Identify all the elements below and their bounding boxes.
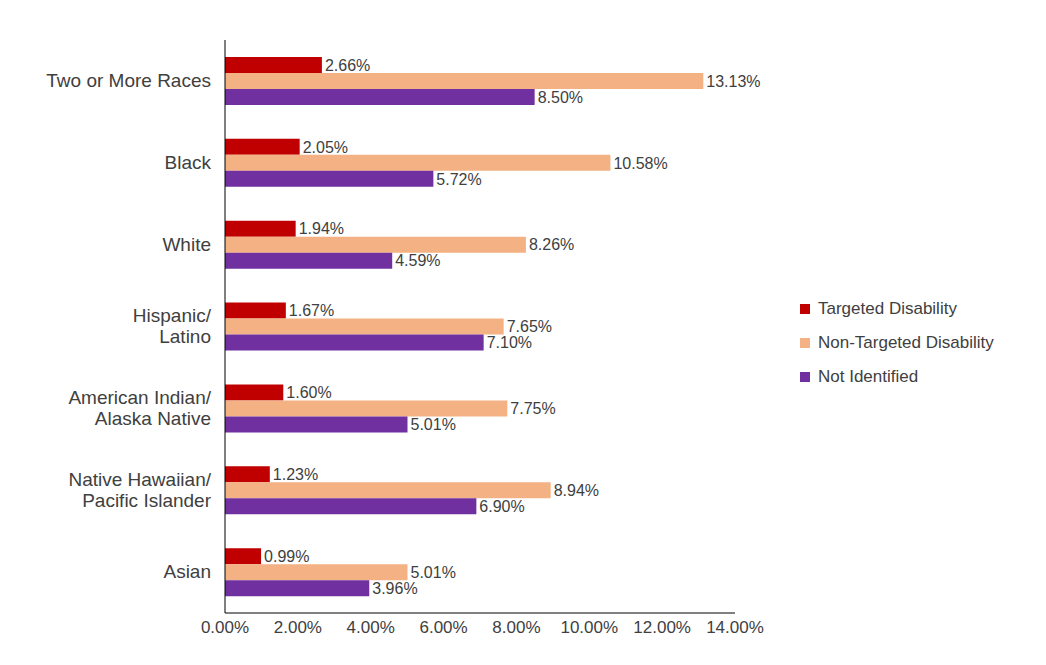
svg-text:6.00%: 6.00%: [419, 618, 467, 637]
svg-text:White: White: [162, 234, 211, 255]
svg-text:Hispanic/: Hispanic/: [133, 305, 212, 326]
svg-text:Asian: Asian: [163, 561, 211, 582]
svg-text:2.05%: 2.05%: [303, 139, 348, 156]
svg-text:Native Hawaiian/: Native Hawaiian/: [68, 469, 211, 490]
svg-text:1.94%: 1.94%: [299, 220, 344, 237]
html-text:Targeted Disability: Targeted Disability: [818, 299, 957, 318]
svg-text:5.72%: 5.72%: [436, 171, 481, 188]
svg-text:1.23%: 1.23%: [273, 466, 318, 483]
svg-text:4.00%: 4.00%: [347, 618, 395, 637]
svg-text:3.96%: 3.96%: [372, 580, 417, 597]
svg-text:4.59%: 4.59%: [395, 252, 440, 269]
html-text:Not Identified: Not Identified: [818, 367, 919, 386]
svg-text:5.01%: 5.01%: [411, 564, 456, 581]
svg-text:7.10%: 7.10%: [487, 334, 532, 351]
svg-text:0.99%: 0.99%: [264, 548, 309, 565]
svg-text:0.00%: 0.00%: [201, 618, 249, 637]
svg-text:Black: Black: [165, 152, 212, 173]
svg-text:1.67%: 1.67%: [289, 302, 334, 319]
svg-text:10.58%: 10.58%: [613, 155, 667, 172]
html-text:Non-Targeted Disability: Non-Targeted Disability: [818, 333, 994, 352]
svg-text:12.00%: 12.00%: [633, 618, 691, 637]
svg-text:Alaska Native: Alaska Native: [95, 408, 211, 429]
svg-text:Latino: Latino: [159, 326, 211, 347]
svg-text:Pacific Islander: Pacific Islander: [82, 490, 212, 511]
svg-text:8.94%: 8.94%: [554, 482, 599, 499]
svg-text:American Indian/: American Indian/: [68, 387, 211, 408]
svg-text:8.00%: 8.00%: [492, 618, 540, 637]
svg-text:10.00%: 10.00%: [560, 618, 618, 637]
svg-text:8.26%: 8.26%: [529, 236, 574, 253]
svg-text:2.66%: 2.66%: [325, 57, 370, 74]
svg-text:13.13%: 13.13%: [706, 73, 760, 90]
svg-text:2.00%: 2.00%: [274, 618, 322, 637]
svg-text:6.90%: 6.90%: [479, 498, 524, 515]
svg-text:8.50%: 8.50%: [538, 89, 583, 106]
svg-text:5.01%: 5.01%: [411, 416, 456, 433]
svg-text:Two or More Races: Two or More Races: [46, 70, 211, 91]
svg-text:7.75%: 7.75%: [510, 400, 555, 417]
svg-text:1.60%: 1.60%: [286, 384, 331, 401]
svg-text:7.65%: 7.65%: [507, 318, 552, 335]
svg-text:14.00%: 14.00%: [706, 618, 764, 637]
